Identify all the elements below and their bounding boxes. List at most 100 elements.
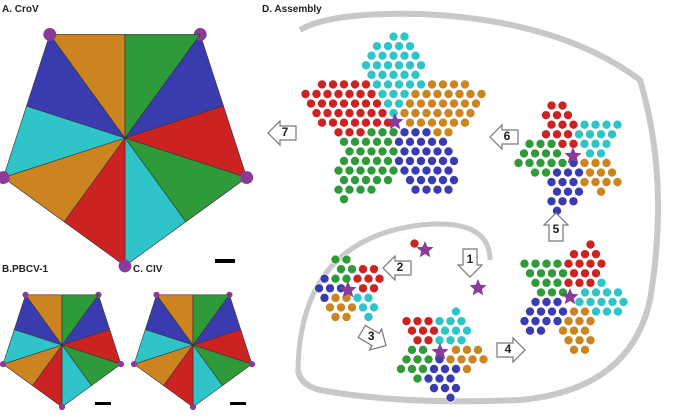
capsomer [428, 363, 439, 374]
capsomer [330, 292, 341, 303]
vertex [22, 291, 29, 298]
capsomer [423, 335, 434, 346]
capsomer [371, 41, 382, 52]
capsomer [563, 186, 574, 197]
pentamer-star [431, 343, 449, 360]
capsomer [541, 129, 552, 140]
capsomer [404, 155, 415, 166]
capsomer [341, 254, 352, 265]
capsomer [415, 155, 426, 166]
capsomer [547, 306, 558, 317]
vertex [43, 28, 57, 41]
capsomer [366, 108, 377, 119]
capsomer [415, 136, 426, 147]
capsomer [445, 316, 456, 327]
capsomer [437, 175, 448, 186]
capsomer [557, 177, 568, 188]
capsomer [524, 157, 535, 168]
capsomer [412, 316, 423, 327]
capsomer [558, 325, 569, 336]
capsomer [388, 88, 399, 99]
capsomer [563, 335, 574, 346]
capsomer [546, 196, 557, 207]
capsomer [426, 175, 437, 186]
capsomer [344, 184, 355, 195]
capsomer [568, 177, 579, 188]
capsomer [563, 316, 574, 327]
capsomer [585, 335, 596, 346]
capsomer [426, 155, 437, 166]
capsomer [399, 50, 410, 61]
capsomer [330, 311, 341, 322]
capsomer [404, 117, 415, 128]
capsomer [300, 88, 311, 99]
arrow-shape [382, 254, 412, 282]
capsomer [426, 98, 437, 109]
capsomer [568, 196, 579, 207]
capsomer [535, 157, 546, 168]
pentamer-star [469, 279, 487, 296]
capsomer [524, 138, 535, 149]
capsomer [363, 311, 374, 322]
capsomer [579, 177, 590, 188]
capsomer [374, 273, 385, 284]
capsomer [366, 88, 377, 99]
capsomer [322, 108, 333, 119]
capsomer [415, 117, 426, 128]
capsomer [406, 325, 417, 336]
vertex [189, 403, 197, 411]
capsomer [612, 119, 623, 130]
capsomer [404, 136, 415, 147]
capsomer [399, 69, 410, 80]
capsomer [530, 167, 541, 178]
capsomer [557, 138, 568, 149]
capsomer [313, 283, 324, 294]
capsomer [461, 363, 472, 374]
capsomer [535, 138, 546, 149]
capsomer [601, 177, 612, 188]
capsomer [596, 186, 607, 197]
capsomer [363, 273, 374, 284]
capsomer [404, 175, 415, 186]
capsomer [377, 165, 388, 176]
capsomer [338, 79, 349, 90]
capsomer [311, 108, 322, 119]
capsomer [382, 60, 393, 71]
capsomer [465, 108, 476, 119]
capsomer [311, 88, 322, 99]
capsomer [530, 296, 541, 307]
capsomer [382, 155, 393, 166]
capsomer [349, 175, 360, 186]
capsomer [410, 69, 421, 80]
capsomer [377, 88, 388, 99]
capsomer [580, 306, 591, 317]
capsomer [525, 268, 536, 279]
capsomer [412, 354, 423, 365]
capsomer [530, 316, 541, 327]
capsomer [330, 273, 341, 284]
capsomer [371, 98, 382, 109]
step-number: 6 [504, 129, 511, 143]
capsomer [432, 108, 443, 119]
capsomer [395, 363, 406, 374]
capsomer [541, 167, 552, 178]
capsomer [421, 146, 432, 157]
vertex [248, 361, 256, 368]
capsomer [601, 119, 612, 130]
capsomer [330, 254, 341, 265]
capsomer [366, 69, 377, 80]
pentamer-star [561, 288, 579, 305]
capsomer [324, 283, 335, 294]
step-arrow [489, 123, 519, 151]
capsomer [344, 165, 355, 176]
capsomer [612, 177, 623, 188]
capsomer [349, 155, 360, 166]
capsomer [349, 117, 360, 128]
capsomer [456, 354, 467, 365]
capsomer [377, 108, 388, 119]
step-arrow [357, 324, 387, 351]
capsomer [478, 354, 489, 365]
capsomer [472, 344, 483, 355]
capsomer [382, 41, 393, 52]
capsomer [552, 110, 563, 121]
